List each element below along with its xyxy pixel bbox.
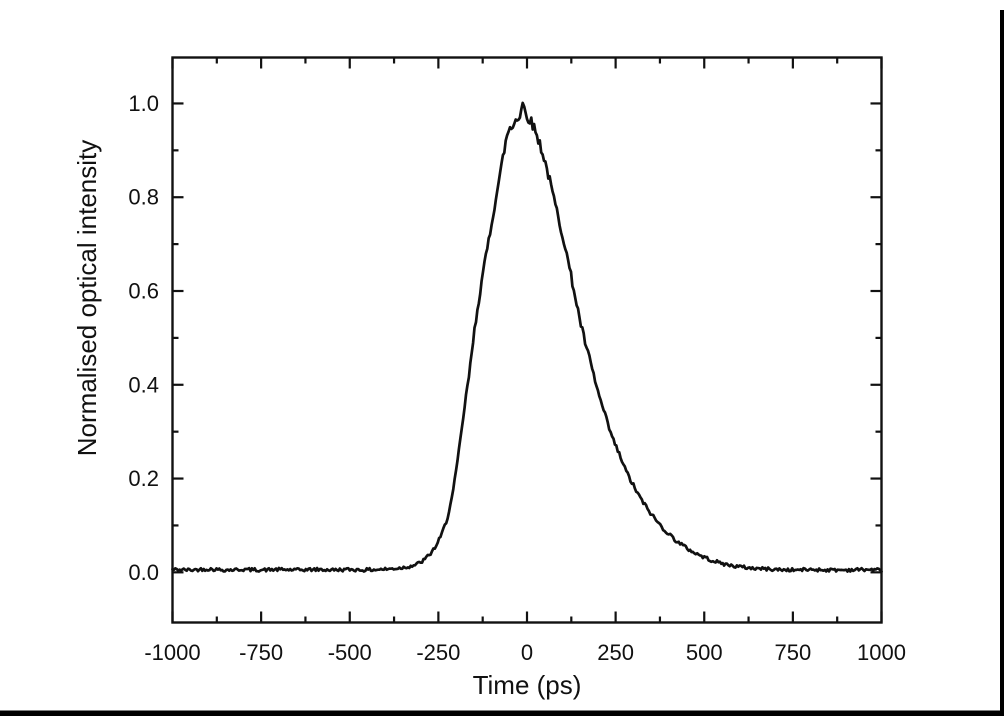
x-tick-label: 500 xyxy=(686,640,723,665)
y-axis-title: Normalised optical intensity xyxy=(72,140,102,456)
pulse-trace xyxy=(171,101,883,573)
y-tick-label: 1.0 xyxy=(128,91,159,116)
x-tick-label: -500 xyxy=(328,640,372,665)
x-tick-label: 0 xyxy=(521,640,533,665)
y-tick-label: 0.2 xyxy=(128,466,159,491)
axis-ticks xyxy=(171,57,883,623)
y-tick-label: 0.4 xyxy=(128,372,159,397)
plot-frame xyxy=(171,56,883,624)
y-tick-label: 0.6 xyxy=(128,278,159,303)
y-tick-label: 0.0 xyxy=(128,560,159,585)
x-tick-label: -1000 xyxy=(144,640,200,665)
page-edge-bottom xyxy=(0,710,1004,716)
x-tick-label: 750 xyxy=(775,640,812,665)
axis-tick-labels: -1000 -750 -500 -250 0 250 500 750 1000 0.0 0.2 0.4… xyxy=(128,91,906,665)
x-axis-title: Time (ps) xyxy=(473,670,582,700)
page-edge-right xyxy=(1000,10,1004,716)
y-tick-label: 0.8 xyxy=(128,185,159,210)
x-tick-label: -250 xyxy=(416,640,460,665)
x-tick-label: 1000 xyxy=(857,640,906,665)
x-tick-label: -750 xyxy=(239,640,283,665)
data-trace xyxy=(171,101,883,573)
x-tick-label: 250 xyxy=(597,640,634,665)
